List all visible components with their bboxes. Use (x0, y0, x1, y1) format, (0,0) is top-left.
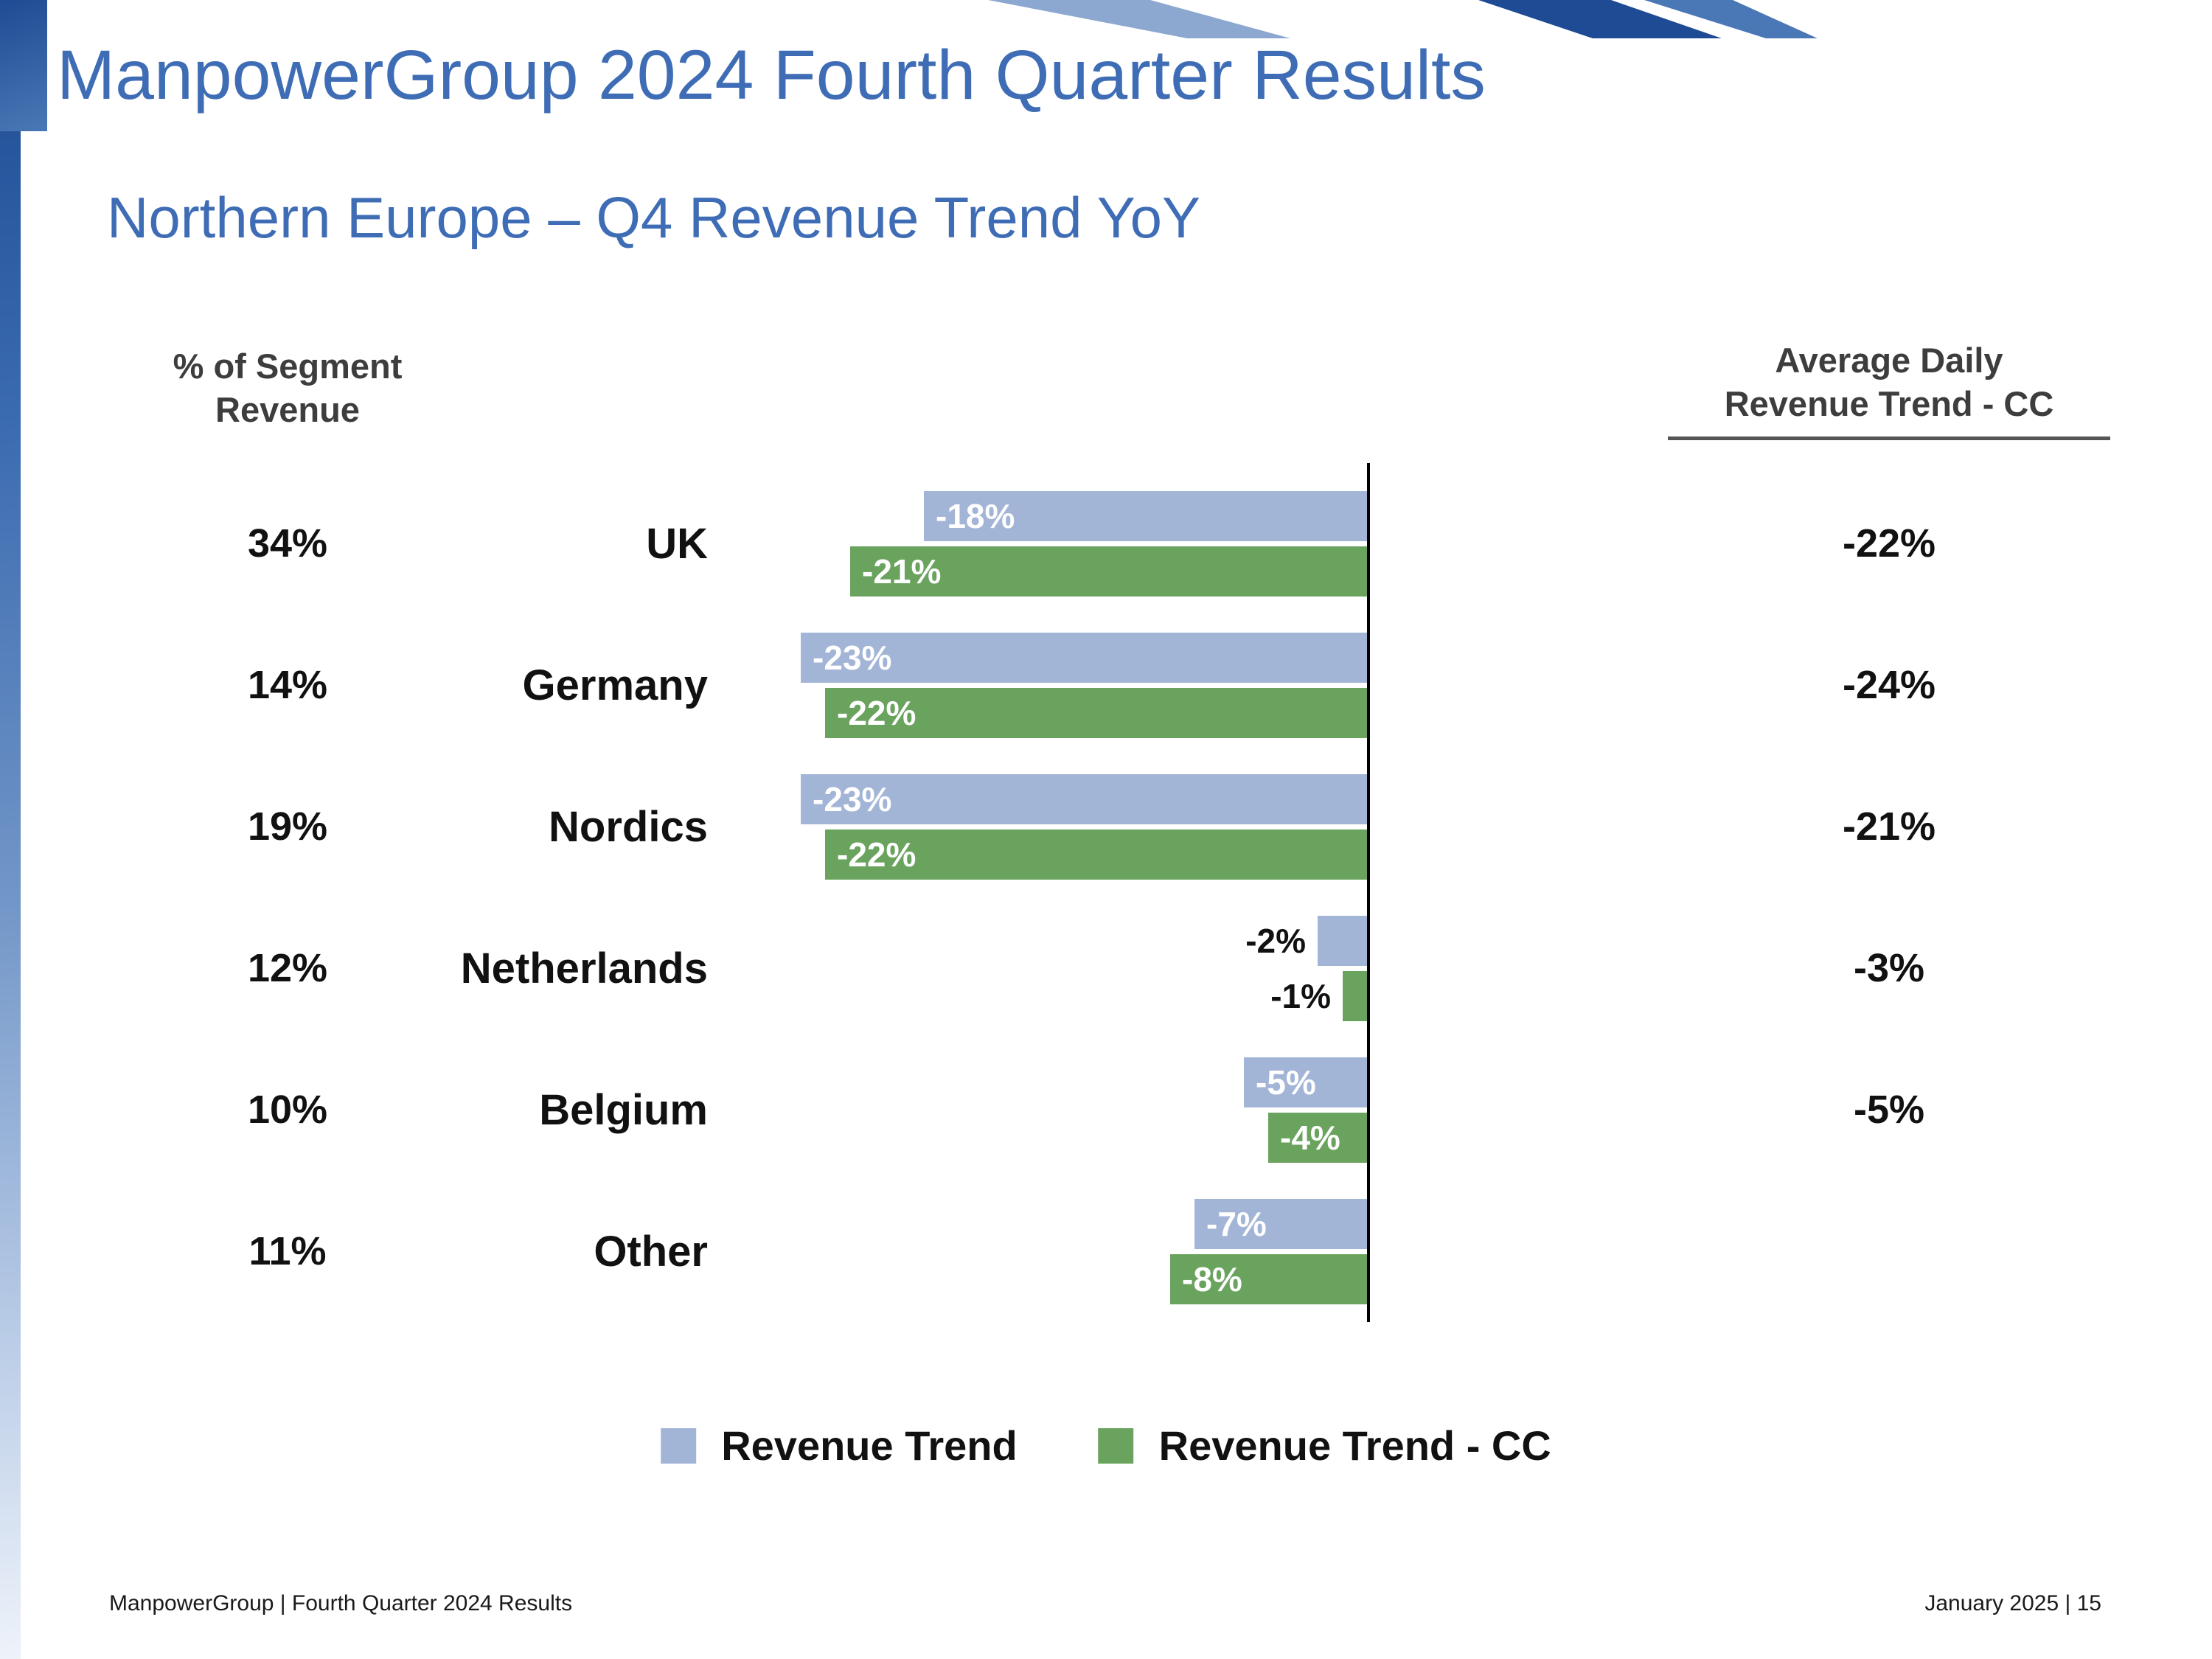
bar-line: -7% (1194, 1198, 1367, 1249)
legend-label: Revenue Trend (721, 1422, 1018, 1469)
bar-line: -22% (825, 829, 1367, 880)
bar-revenue-trend: -23% (801, 632, 1367, 683)
chart-row-other: 11% Other -7% -8% (0, 1180, 2212, 1322)
chart-rows: 34% UK -18% -21% -22% 14% Germany -23% -22% -24% 1… (0, 473, 2212, 1322)
segment-pct-label: 19% (247, 804, 328, 849)
legend-swatch-blue (661, 1427, 697, 1464)
avg-daily-value: -24% (1842, 663, 1936, 707)
bar-revenue-trend-cc: -4% (1268, 1112, 1367, 1163)
chart-row-netherlands: 12% Netherlands -2% -1% -3% (0, 897, 2212, 1039)
segment-pct-label: 11% (248, 1229, 327, 1273)
segment-pct-label: 34% (247, 521, 328, 566)
bar-value-label: -21% (862, 552, 942, 591)
bar-area: -23% -22% (708, 756, 1367, 897)
chart-row-nordics: 19% Nordics -23% -22% -21% (0, 756, 2212, 897)
top-left-corner-accent (0, 0, 47, 131)
bar-revenue-trend-cc: -22% (825, 829, 1367, 880)
left-edge-accent-stripe (0, 0, 21, 1659)
bar-revenue-trend (1318, 915, 1367, 966)
bar-value-label: -22% (837, 693, 917, 732)
segment-pct-label: 12% (247, 946, 328, 990)
footer-right-text: January 2025 | 15 (1924, 1591, 2101, 1615)
bar-value-label: -23% (813, 638, 892, 677)
bar-revenue-trend-cc: -21% (850, 546, 1367, 597)
avg-daily-value (1668, 1180, 2110, 1322)
country-label: Other (594, 1227, 708, 1276)
bar-value-label: -7% (1206, 1204, 1267, 1243)
legend-swatch-green (1098, 1427, 1134, 1464)
bar-line: -21% (850, 546, 1367, 597)
segment-revenue-header: % of Segment Revenue (173, 347, 403, 429)
segment-pct-label: 14% (247, 663, 328, 707)
bar-line: -23% (801, 632, 1367, 683)
chart-row-uk: 34% UK -18% -21% -22% (0, 473, 2212, 614)
bar-area: -23% -22% (708, 614, 1367, 756)
bar-area: -18% -21% (708, 473, 1367, 614)
chart-row-germany: 14% Germany -23% -22% -24% (0, 614, 2212, 756)
avg-daily-value: -5% (1853, 1088, 1925, 1132)
bar-area: -7% -8% (708, 1180, 1367, 1322)
bar-value-label: -23% (813, 779, 892, 818)
avg-daily-revenue-header: Average Daily Revenue Trend - CC (1668, 339, 2110, 440)
bar-line: -23% (801, 773, 1367, 824)
slide-subtitle: Northern Europe – Q4 Revenue Trend YoY (107, 185, 1200, 250)
bar-value-label: -8% (1182, 1259, 1242, 1298)
country-label: Nordics (549, 802, 708, 851)
bar-line: -18% (924, 490, 1367, 541)
legend-label: Revenue Trend - CC (1158, 1422, 1551, 1469)
chart-row-belgium: 10% Belgium -5% -4% -5% (0, 1039, 2212, 1180)
bar-revenue-trend: -18% (924, 490, 1367, 541)
chart-zero-axis (1367, 463, 1370, 1322)
bar-line: -2% (1245, 915, 1367, 966)
bar-value-label: -18% (936, 496, 1015, 535)
bar-revenue-trend: -7% (1194, 1198, 1367, 1249)
bar-revenue-trend-cc: -8% (1170, 1253, 1367, 1304)
bar-revenue-trend: -5% (1244, 1057, 1367, 1107)
bar-value-label: -5% (1256, 1062, 1316, 1102)
slide-title: ManpowerGroup 2024 Fourth Quarter Result… (57, 36, 1486, 114)
chart-legend: Revenue Trend Revenue Trend - CC (661, 1422, 1551, 1470)
avg-daily-value: -22% (1842, 521, 1936, 566)
bar-value-label: -22% (837, 835, 917, 874)
footer-left-text: ManpowerGroup | Fourth Quarter 2024 Resu… (109, 1591, 573, 1615)
bar-revenue-trend-cc: -22% (825, 687, 1367, 738)
top-right-deco-shapes (988, 0, 1818, 38)
legend-item-revenue-trend-cc: Revenue Trend - CC (1098, 1422, 1551, 1470)
country-label: Germany (522, 661, 708, 709)
bar-revenue-trend-cc (1343, 970, 1367, 1021)
bar-revenue-trend: -23% (801, 773, 1367, 824)
bar-line: -5% (1244, 1057, 1367, 1107)
legend-item-revenue-trend: Revenue Trend (661, 1422, 1018, 1470)
bar-line: -22% (825, 687, 1367, 738)
bar-line: -8% (1170, 1253, 1367, 1304)
segment-pct-label: 10% (247, 1088, 328, 1132)
bar-value-label: -1% (1270, 976, 1331, 1015)
country-label: UK (646, 519, 708, 568)
bar-line: -4% (1268, 1112, 1367, 1163)
bar-value-label: -2% (1245, 921, 1306, 960)
bar-value-label: -4% (1280, 1118, 1340, 1157)
avg-daily-value: -3% (1853, 946, 1925, 990)
country-label: Belgium (539, 1085, 708, 1134)
bar-area: -2% -1% (708, 897, 1367, 1039)
avg-daily-value: -21% (1842, 804, 1936, 849)
country-label: Netherlands (460, 944, 708, 992)
bar-line: -1% (1270, 970, 1367, 1021)
bar-area: -5% -4% (708, 1039, 1367, 1180)
